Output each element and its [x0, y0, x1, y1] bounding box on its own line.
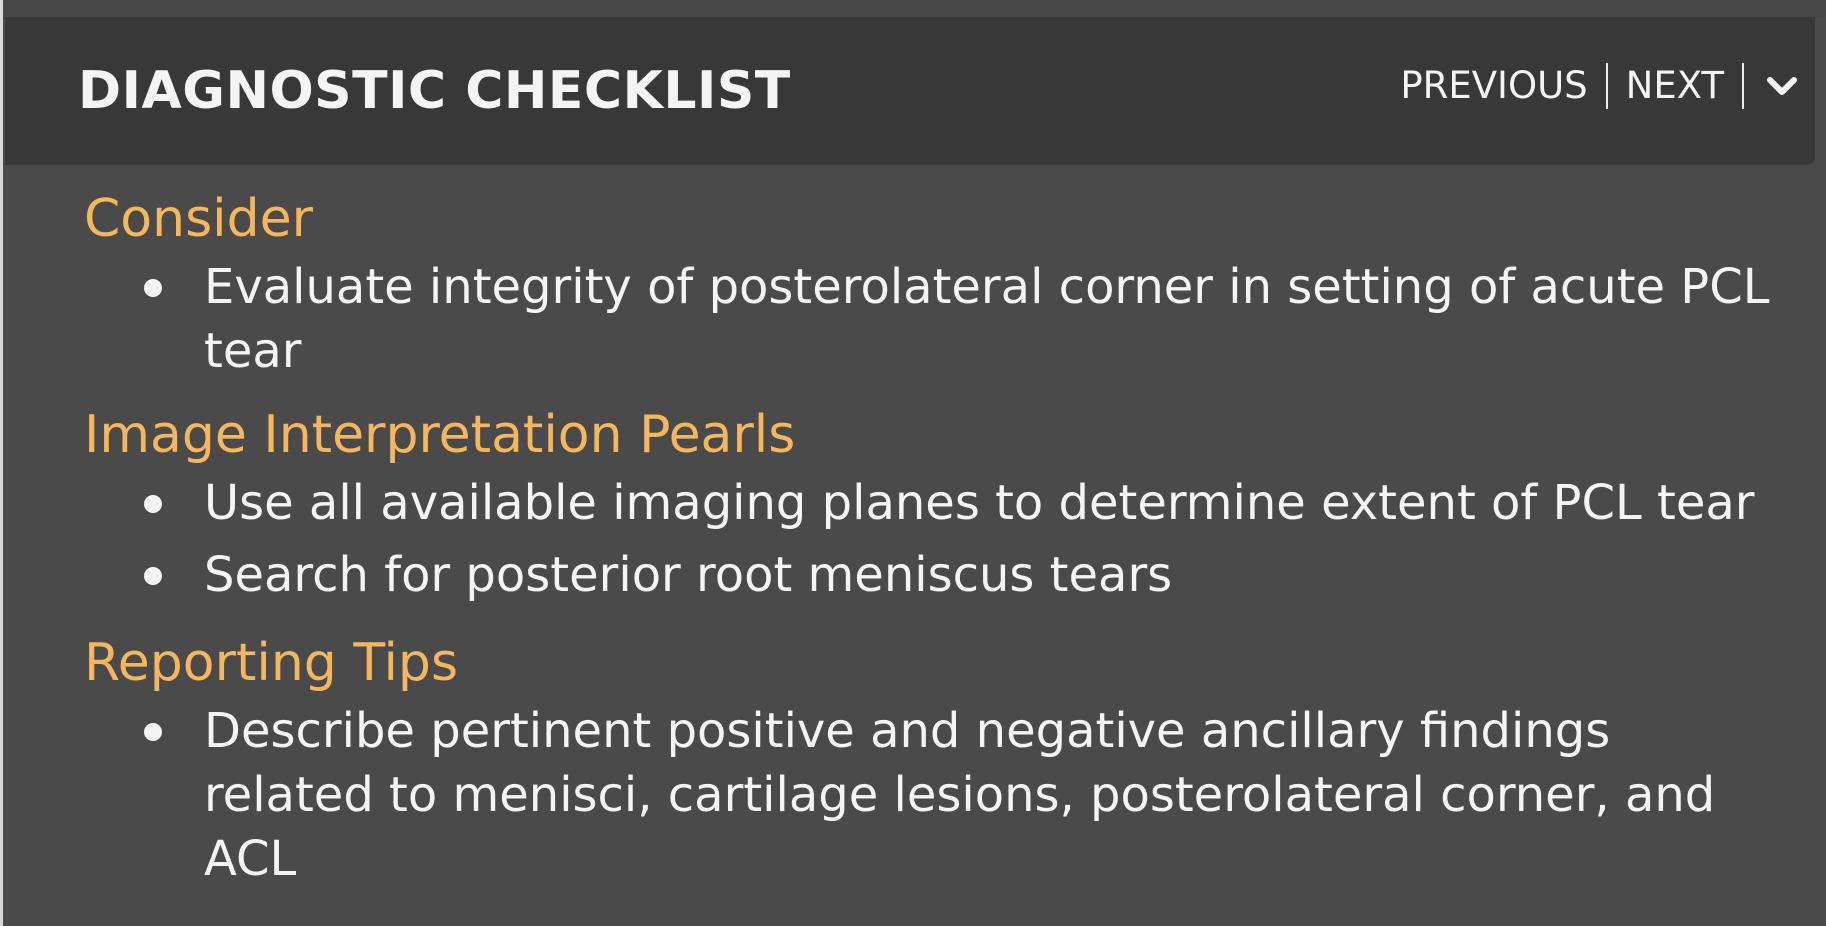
- chevron-down-icon[interactable]: [1762, 66, 1802, 106]
- checklist-content: Consider Evaluate integrity of posterola…: [84, 183, 1824, 891]
- bullet-list: Use all available imaging planes to dete…: [84, 471, 1824, 607]
- list-item-text: Search for posterior root meniscus tears: [204, 547, 1173, 603]
- list-item: Use all available imaging planes to dete…: [84, 471, 1784, 535]
- list-item-text: Describe pertinent positive and negative…: [204, 703, 1716, 887]
- section-image-interpretation-pearls: Image Interpretation Pearls Use all avai…: [84, 399, 1824, 607]
- bullet-icon: [144, 495, 162, 513]
- section-heading: Consider: [84, 189, 313, 249]
- section-heading: Reporting Tips: [84, 633, 459, 693]
- panel-title: DIAGNOSTIC CHECKLIST: [78, 61, 791, 121]
- list-item: Search for posterior root meniscus tears: [84, 543, 1784, 607]
- panel-header: [5, 17, 1815, 165]
- section-consider: Consider Evaluate integrity of posterola…: [84, 183, 1824, 383]
- section-reporting-tips: Reporting Tips Describe pertinent positi…: [84, 627, 1824, 891]
- next-link[interactable]: NEXT: [1625, 64, 1724, 107]
- nav-divider: [1742, 63, 1744, 109]
- list-item-text: Evaluate integrity of posterolateral cor…: [204, 259, 1770, 379]
- list-item: Describe pertinent positive and negative…: [84, 699, 1784, 891]
- bullet-icon: [144, 279, 162, 297]
- bullet-icon: [144, 567, 162, 585]
- section-heading: Image Interpretation Pearls: [84, 405, 796, 465]
- previous-link[interactable]: PREVIOUS: [1400, 64, 1588, 107]
- nav-divider: [1605, 63, 1608, 109]
- list-item: Evaluate integrity of posterolateral cor…: [84, 255, 1784, 383]
- bullet-icon: [144, 723, 162, 741]
- left-border: [0, 0, 3, 926]
- top-strip: [3, 0, 1826, 17]
- list-item-text: Use all available imaging planes to dete…: [204, 475, 1755, 531]
- section-nav: PREVIOUS NEXT: [1400, 58, 1802, 114]
- bullet-list: Evaluate integrity of posterolateral cor…: [84, 255, 1824, 383]
- bullet-list: Describe pertinent positive and negative…: [84, 699, 1824, 891]
